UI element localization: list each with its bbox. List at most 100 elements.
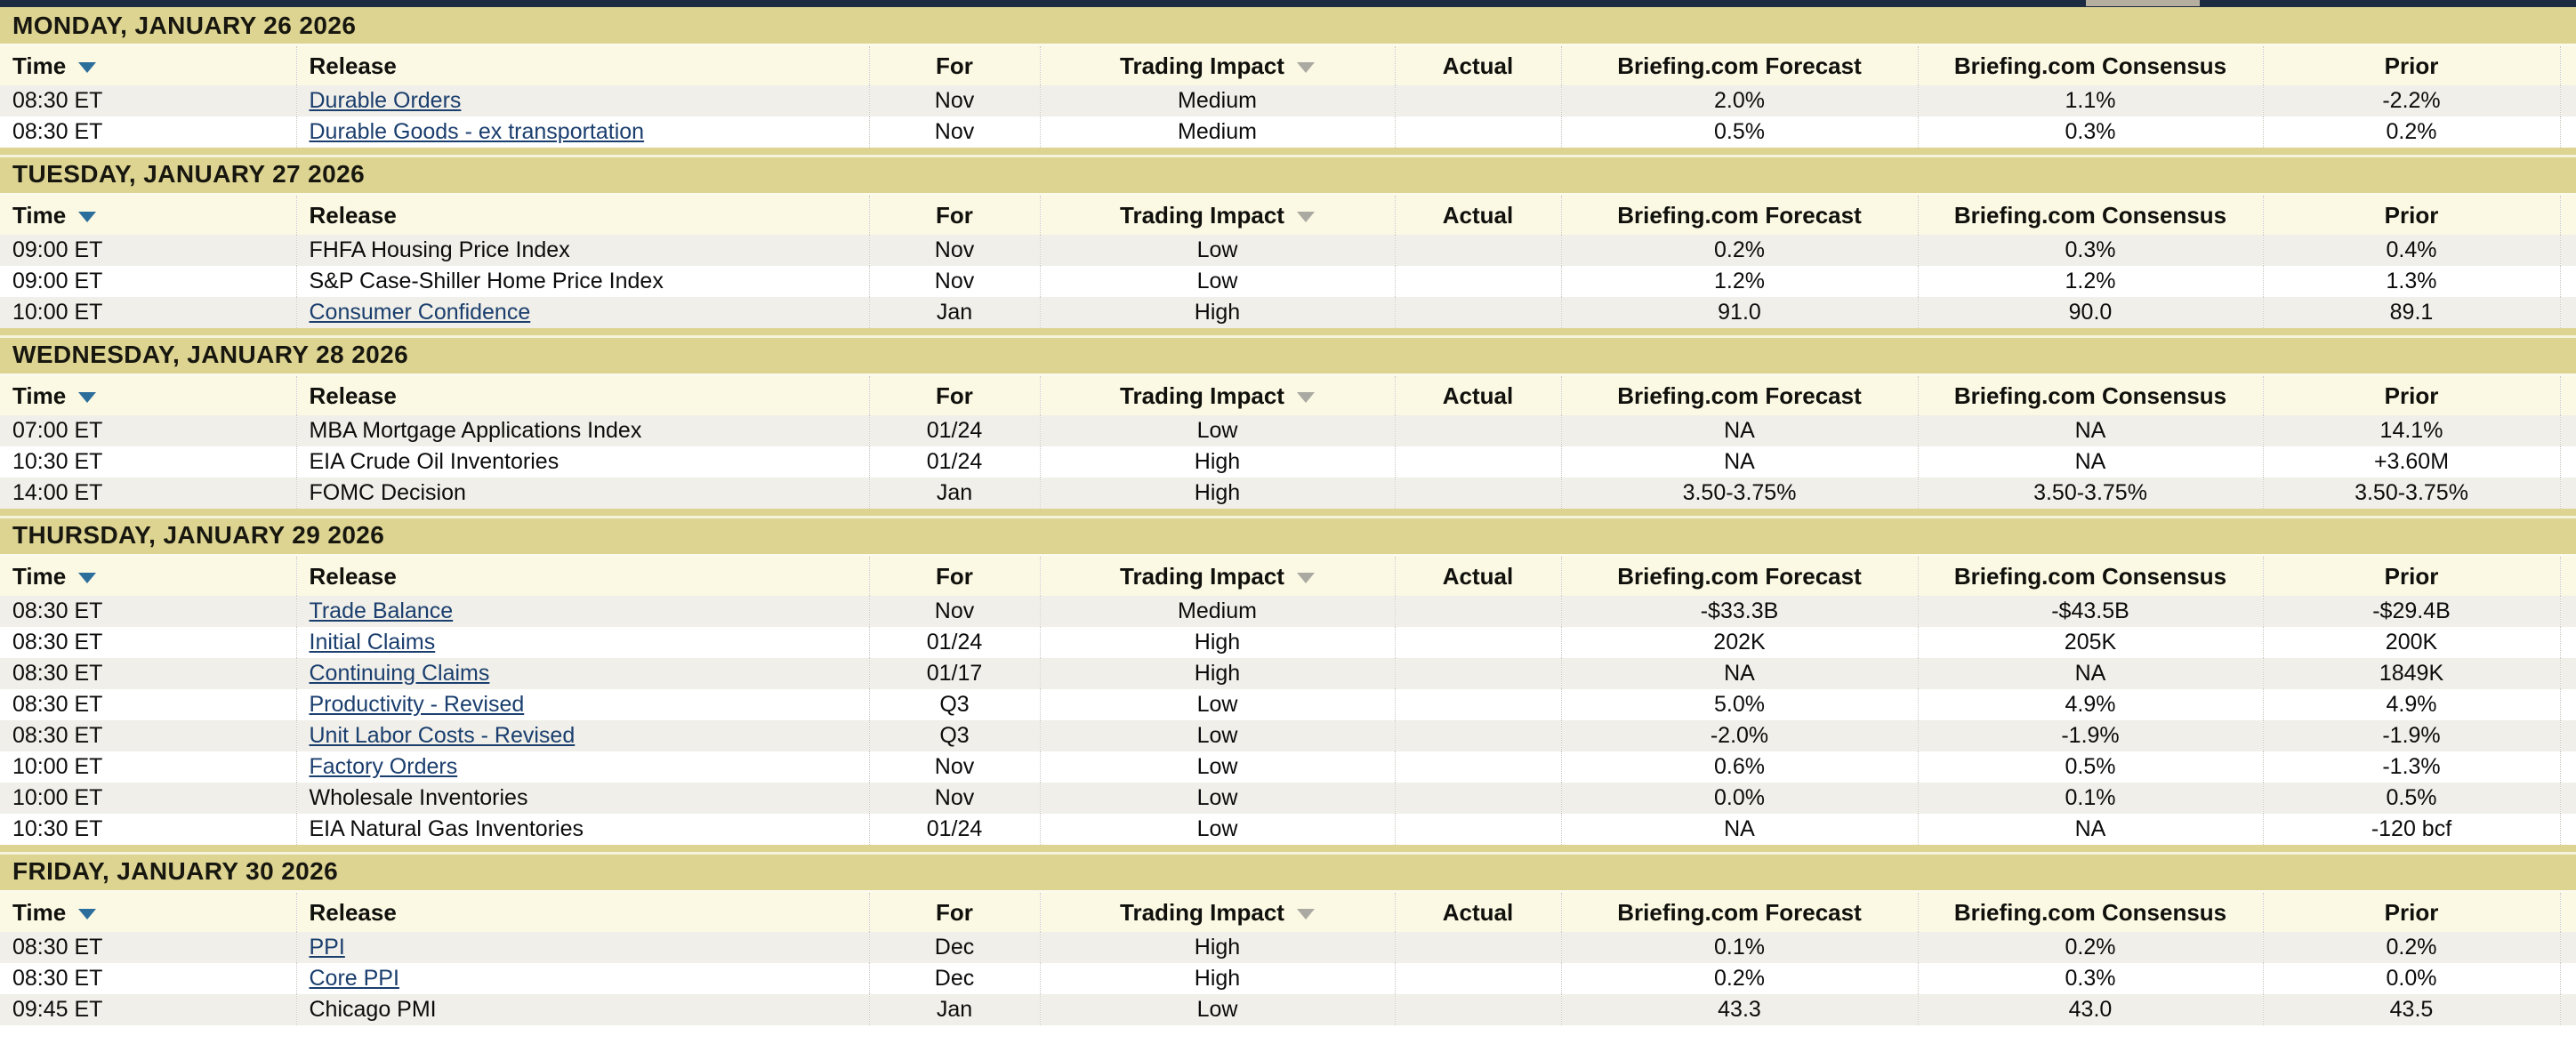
cell-release: Wholesale Inventories xyxy=(295,783,869,814)
day-header-band: WEDNESDAY, JANUARY 28 2026 xyxy=(0,328,2576,376)
cell-time: 10:30 ET xyxy=(12,449,103,474)
cell-time: 08:30 ET xyxy=(12,119,103,144)
column-label-impact: Trading Impact xyxy=(1120,898,1284,926)
release-link[interactable]: Consumer Confidence xyxy=(309,300,531,325)
column-label-actual: Actual xyxy=(1442,562,1514,590)
column-header-forecast: Briefing.com Forecast xyxy=(1560,893,1918,932)
filter-dropdown-icon[interactable] xyxy=(1296,572,1315,583)
column-header-actual: Actual xyxy=(1394,376,1561,415)
cell-spacer xyxy=(2559,478,2576,509)
scrollbar-thumb[interactable] xyxy=(2086,0,2200,6)
column-header-prior: Prior xyxy=(2262,557,2560,596)
day-title: TUESDAY, JANUARY 27 2026 xyxy=(12,159,366,188)
cell-release: Core PPI xyxy=(295,963,869,994)
cell-actual xyxy=(1394,783,1561,814)
cell-actual xyxy=(1394,478,1561,509)
sort-descending-icon[interactable] xyxy=(78,211,97,222)
column-label-for: For xyxy=(936,562,973,590)
column-header-row: Time Release For Trading Impact Actual xyxy=(0,893,2576,932)
cell-release: MBA Mortgage Applications Index xyxy=(295,415,869,446)
column-header-forecast: Briefing.com Forecast xyxy=(1560,376,1918,415)
column-header-for: For xyxy=(868,893,1040,932)
sort-descending-icon[interactable] xyxy=(78,908,97,920)
column-header-consensus: Briefing.com Consensus xyxy=(1917,376,2263,415)
column-header-trading-impact[interactable]: Trading Impact xyxy=(1039,376,1395,415)
column-header-prior: Prior xyxy=(2262,196,2560,235)
column-header-trading-impact[interactable]: Trading Impact xyxy=(1039,196,1395,235)
table-row: 09:00 ET FHFA Housing Price Index Nov Lo… xyxy=(0,235,2576,266)
release-link[interactable]: Durable Goods - ex transportation xyxy=(309,119,645,144)
column-label-time: Time xyxy=(12,898,67,926)
cell-for: Jan xyxy=(868,478,1040,509)
release-link[interactable]: Initial Claims xyxy=(309,630,436,655)
cell-for: 01/24 xyxy=(868,415,1040,446)
table-row: 14:00 ET FOMC Decision Jan High 3.50-3.7… xyxy=(0,478,2576,509)
column-header-time[interactable]: Time xyxy=(0,46,296,85)
column-label-release: Release xyxy=(309,381,397,409)
column-header-time[interactable]: Time xyxy=(0,196,296,235)
cell-prior: 1849K xyxy=(2262,658,2560,689)
column-label-prior: Prior xyxy=(2384,201,2439,229)
cell-time: 08:30 ET xyxy=(12,692,103,717)
filter-dropdown-icon[interactable] xyxy=(1296,391,1315,403)
column-header-release: Release xyxy=(295,46,869,85)
cell-prior: 0.4% xyxy=(2262,235,2560,266)
column-label-actual: Actual xyxy=(1442,52,1514,79)
sort-descending-icon[interactable] xyxy=(78,572,97,583)
cell-consensus: 0.5% xyxy=(1917,751,2263,783)
column-header-trading-impact[interactable]: Trading Impact xyxy=(1039,46,1395,85)
table-row: 10:30 ET EIA Crude Oil Inventories 01/24… xyxy=(0,446,2576,478)
release-text: FOMC Decision xyxy=(309,480,466,505)
filter-dropdown-icon[interactable] xyxy=(1296,61,1315,73)
sort-descending-icon[interactable] xyxy=(78,391,97,403)
table-row: 10:30 ET EIA Natural Gas Inventories 01/… xyxy=(0,814,2576,845)
cell-forecast: 1.2% xyxy=(1560,266,1918,297)
release-link[interactable]: Durable Orders xyxy=(309,88,462,113)
cell-spacer xyxy=(2559,266,2576,297)
release-link[interactable]: Continuing Claims xyxy=(309,661,490,686)
table-row: 08:30 ET PPI Dec High 0.1% 0.2% 0.2% xyxy=(0,932,2576,963)
table-row: 08:30 ET Durable Orders Nov Medium 2.0% … xyxy=(0,85,2576,116)
column-label-for: For xyxy=(936,898,973,926)
column-header-release: Release xyxy=(295,893,869,932)
cell-consensus: 0.2% xyxy=(1917,932,2263,963)
cell-for: Nov xyxy=(868,85,1040,116)
cell-trading-impact: Medium xyxy=(1039,85,1395,116)
cell-trading-impact: Low xyxy=(1039,689,1395,720)
column-header-row: Time Release For Trading Impact Actual xyxy=(0,46,2576,85)
column-header-time[interactable]: Time xyxy=(0,893,296,932)
sort-descending-icon[interactable] xyxy=(78,61,97,73)
column-label-release: Release xyxy=(309,52,397,79)
cell-spacer xyxy=(2559,297,2576,328)
release-link[interactable]: Core PPI xyxy=(309,966,399,991)
release-link[interactable]: PPI xyxy=(309,935,345,960)
release-link[interactable]: Productivity - Revised xyxy=(309,692,525,717)
column-label-forecast: Briefing.com Forecast xyxy=(1617,562,1862,590)
filter-dropdown-icon[interactable] xyxy=(1296,908,1315,920)
cell-forecast: 91.0 xyxy=(1560,297,1918,328)
column-header-time[interactable]: Time xyxy=(0,557,296,596)
release-link[interactable]: Factory Orders xyxy=(309,754,458,779)
table-row: 10:00 ET Wholesale Inventories Nov Low 0… xyxy=(0,783,2576,814)
cell-actual xyxy=(1394,751,1561,783)
cell-spacer xyxy=(2559,689,2576,720)
cell-for: Q3 xyxy=(868,689,1040,720)
column-label-consensus: Briefing.com Consensus xyxy=(1953,562,2227,590)
column-label-consensus: Briefing.com Consensus xyxy=(1953,898,2227,926)
filter-dropdown-icon[interactable] xyxy=(1296,211,1315,222)
cell-forecast: 0.0% xyxy=(1560,783,1918,814)
column-header-time[interactable]: Time xyxy=(0,376,296,415)
cell-consensus: 1.2% xyxy=(1917,266,2263,297)
column-header-trading-impact[interactable]: Trading Impact xyxy=(1039,893,1395,932)
cell-actual xyxy=(1394,266,1561,297)
release-link[interactable]: Unit Labor Costs - Revised xyxy=(309,723,576,748)
release-link[interactable]: Trade Balance xyxy=(309,598,454,623)
cell-actual xyxy=(1394,627,1561,658)
cell-release: EIA Crude Oil Inventories xyxy=(295,446,869,478)
cell-release: Consumer Confidence xyxy=(295,297,869,328)
table-row: 08:30 ET Initial Claims 01/24 High 202K … xyxy=(0,627,2576,658)
cell-release: Productivity - Revised xyxy=(295,689,869,720)
release-text: S&P Case-Shiller Home Price Index xyxy=(309,269,664,293)
column-header-trading-impact[interactable]: Trading Impact xyxy=(1039,557,1395,596)
cell-forecast: 0.5% xyxy=(1560,116,1918,148)
